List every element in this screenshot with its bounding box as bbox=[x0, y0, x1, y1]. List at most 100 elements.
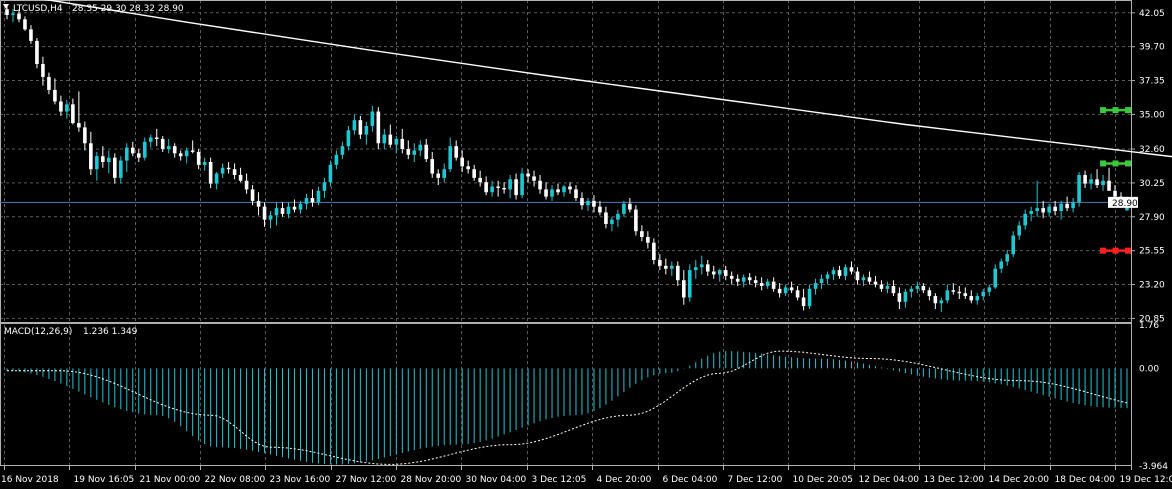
candle-body bbox=[71, 104, 75, 124]
candle-body bbox=[687, 270, 692, 298]
candle-body bbox=[825, 274, 830, 279]
candle-body bbox=[711, 271, 716, 275]
time-tick-label: 10 Dec 20:05 bbox=[793, 475, 854, 485]
candle-body bbox=[1017, 225, 1021, 236]
x-axis-labels: 16 Nov 2018 19 Nov 16:05 21 Nov 00:00 22 No… bbox=[1, 466, 1172, 485]
candle-body bbox=[178, 153, 183, 157]
candle-body bbox=[148, 137, 153, 142]
candle-body bbox=[346, 130, 351, 147]
candle-body bbox=[466, 166, 470, 170]
candle-body bbox=[891, 285, 896, 294]
time-tick-label: 6 Dec 04:00 bbox=[663, 475, 718, 485]
candle-body bbox=[436, 173, 441, 178]
time-tick-label: 16 Nov 2018 bbox=[1, 475, 59, 485]
candle-body bbox=[807, 288, 812, 307]
candle-body bbox=[681, 280, 686, 298]
candle-body bbox=[484, 182, 488, 193]
time-tick-label: 3 Dec 12:05 bbox=[532, 475, 587, 485]
candle-body bbox=[879, 284, 884, 289]
candle-body bbox=[705, 264, 710, 272]
price-tick-label: 32.60 bbox=[1139, 145, 1165, 155]
candle-body bbox=[190, 150, 195, 152]
candle-body bbox=[244, 180, 249, 190]
candle-body bbox=[160, 138, 165, 150]
candle-body bbox=[107, 157, 111, 162]
candle-body bbox=[610, 219, 614, 224]
macd-tick-label: 1.76 bbox=[1139, 321, 1159, 331]
candle-body bbox=[1005, 254, 1010, 262]
resistance-level-handle bbox=[1100, 107, 1107, 114]
candle-body bbox=[867, 277, 872, 282]
candle-body bbox=[664, 265, 668, 269]
candle-body bbox=[1059, 203, 1063, 212]
candle-body bbox=[113, 157, 117, 178]
candle-body bbox=[813, 283, 818, 289]
candle-body bbox=[592, 200, 596, 207]
support-level-handle bbox=[1100, 247, 1107, 254]
candle-body bbox=[430, 159, 435, 174]
candle-body bbox=[142, 141, 147, 158]
candle-body bbox=[1041, 208, 1045, 213]
candle-body bbox=[370, 111, 375, 126]
candle-body bbox=[382, 134, 387, 144]
candle-body bbox=[508, 179, 512, 190]
candle-body bbox=[41, 63, 45, 77]
candle-body bbox=[634, 209, 638, 232]
candle-body bbox=[130, 147, 135, 154]
candle-body bbox=[1023, 213, 1027, 226]
candle-body bbox=[765, 281, 770, 286]
price-tick-label: 37.35 bbox=[1139, 77, 1165, 87]
candle-body bbox=[957, 291, 962, 294]
resistance-level-handle bbox=[1125, 160, 1131, 167]
price-tick-label: 25.55 bbox=[1139, 247, 1165, 257]
candle-body bbox=[849, 267, 854, 272]
candle-body bbox=[544, 189, 548, 197]
candle-body bbox=[29, 29, 33, 41]
candle-body bbox=[35, 40, 39, 64]
moving-average-line bbox=[44, 0, 1172, 158]
ohlc-readout: 28.35 29.30 28.32 28.90 bbox=[72, 4, 184, 14]
candle-body bbox=[1011, 235, 1016, 255]
candle-body bbox=[993, 268, 998, 288]
axes bbox=[0, 0, 1132, 470]
time-tick-label: 13 Dec 12:00 bbox=[924, 475, 985, 485]
resistance-level-handle bbox=[1112, 107, 1119, 114]
candle-body bbox=[789, 287, 794, 291]
candle-body bbox=[741, 277, 746, 282]
horizontal-levels[interactable] bbox=[1100, 107, 1131, 254]
candle-body bbox=[208, 162, 213, 184]
candle-body bbox=[622, 203, 626, 214]
candle-body bbox=[676, 265, 680, 281]
candle-body bbox=[969, 296, 974, 301]
symbol-toggle-icon[interactable] bbox=[3, 4, 9, 9]
candle-body bbox=[298, 203, 303, 210]
candle-body bbox=[795, 290, 800, 298]
candle-body bbox=[478, 177, 482, 183]
macd-panel-frame bbox=[0, 323, 1132, 466]
candle-body bbox=[987, 287, 992, 292]
candle-body bbox=[915, 285, 920, 289]
candle-body bbox=[945, 290, 950, 301]
candle-body bbox=[1083, 174, 1087, 184]
candle-body bbox=[448, 146, 453, 170]
candle-body bbox=[118, 160, 123, 178]
candle-body bbox=[981, 291, 986, 297]
time-tick-label: 4 Dec 20:00 bbox=[597, 475, 652, 485]
candle-body bbox=[292, 206, 297, 210]
candle-body bbox=[136, 153, 141, 158]
candle-body bbox=[442, 169, 447, 178]
candle-body bbox=[723, 270, 728, 276]
candle-body bbox=[532, 176, 536, 181]
candle-body bbox=[999, 261, 1004, 269]
candle-body bbox=[556, 189, 560, 193]
candle-body bbox=[454, 146, 458, 158]
candle-body bbox=[352, 120, 357, 131]
candle-body bbox=[568, 186, 572, 190]
candle-body bbox=[855, 271, 860, 281]
price-panel-frame bbox=[0, 0, 1132, 323]
candle-body bbox=[502, 187, 506, 190]
candle-body bbox=[17, 13, 21, 20]
price-tick-label: 42.05 bbox=[1139, 9, 1165, 19]
moving-average-path bbox=[44, 0, 1172, 158]
candle-body bbox=[735, 278, 740, 282]
